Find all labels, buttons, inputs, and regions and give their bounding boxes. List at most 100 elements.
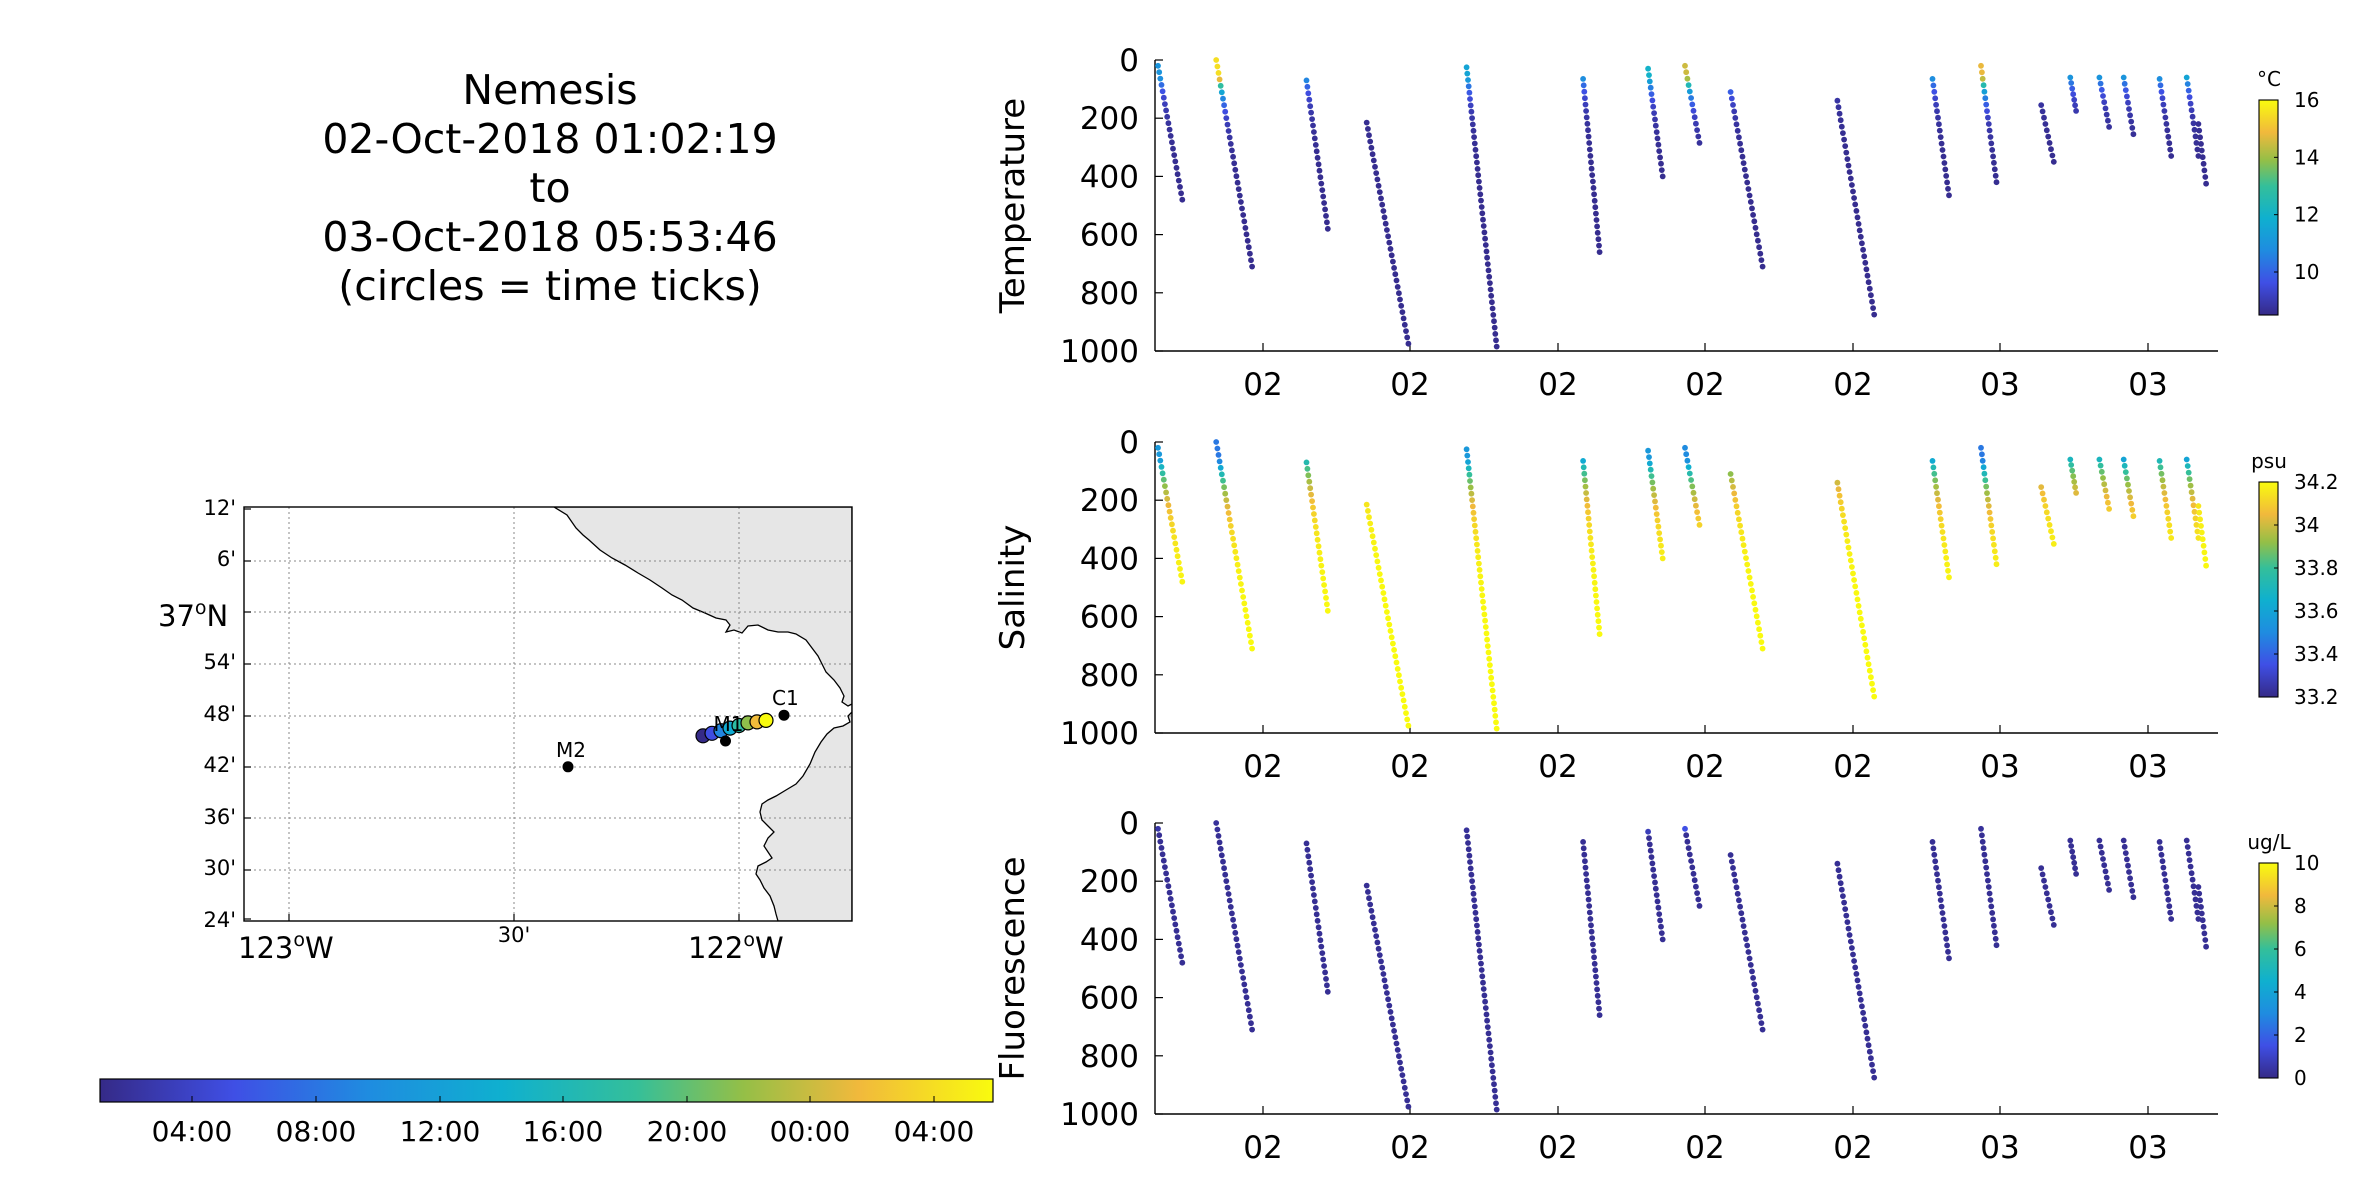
profile-point	[1157, 75, 1164, 82]
profile-point	[1217, 82, 1224, 89]
profile-point	[1307, 485, 1314, 492]
panel-x-tick-label: 02	[1243, 749, 1282, 785]
profile-point	[1993, 942, 2000, 949]
profile-point	[1226, 134, 1233, 141]
profile-point	[1987, 516, 1994, 522]
vehicle-track	[695, 712, 774, 744]
profile-point	[1175, 177, 1182, 184]
panel-colorbar-tick-label: 33.2	[2294, 685, 2339, 709]
profile-point	[1404, 1097, 1411, 1104]
profile-point	[1158, 464, 1165, 470]
profile-point	[2102, 487, 2109, 494]
profile-point	[1398, 302, 1405, 309]
profile-point	[1216, 76, 1223, 83]
profile-point	[1844, 156, 1851, 163]
profile-point	[1170, 908, 1176, 915]
profile-point	[1588, 922, 1594, 929]
profile-point	[1594, 611, 1601, 618]
profile-point	[1242, 225, 1249, 231]
profile-point	[1307, 103, 1314, 110]
profile-point	[1244, 1000, 1251, 1007]
profile-point	[1731, 108, 1738, 115]
profile-point	[1649, 479, 1656, 486]
profile-point	[2042, 884, 2049, 890]
profile-point	[2073, 490, 2080, 496]
profile-point	[2156, 76, 2163, 82]
profile-point	[1749, 205, 1755, 212]
profile-point	[1759, 1026, 1766, 1033]
profile-point	[1847, 938, 1854, 945]
time-colorbar-label: 16:00	[523, 1115, 604, 1148]
panel-y-tick-label: 1000	[1060, 1097, 1139, 1133]
profile-point	[1463, 827, 1470, 834]
panel-x-tick-label: 02	[1833, 1130, 1872, 1166]
profile-point	[1834, 97, 1841, 104]
profile-point	[1841, 518, 1847, 525]
profile-point	[1657, 917, 1663, 924]
profile-point	[1580, 464, 1587, 471]
profile-point	[2125, 862, 2131, 869]
profile-point	[2048, 146, 2054, 153]
profile-point	[1479, 973, 1486, 980]
profile-point	[1656, 148, 1663, 155]
profile-point	[1586, 146, 1593, 153]
panel-x-tick-label: 03	[2128, 749, 2167, 785]
profile-point	[1871, 693, 1878, 700]
profile-point	[1493, 725, 1500, 732]
panel-y-tick-label: 1000	[1060, 334, 1139, 370]
profile-point	[2130, 513, 2137, 520]
profile-point	[1845, 925, 1852, 932]
profile-point	[1842, 143, 1849, 150]
profile-point	[1314, 154, 1321, 161]
profile-point	[2050, 922, 2057, 928]
profile-point	[1658, 167, 1665, 174]
profile-point	[1238, 962, 1244, 968]
profile-point	[1169, 521, 1175, 528]
profile-point	[2048, 909, 2054, 916]
profile-point	[2120, 456, 2127, 463]
profile-point	[1593, 217, 1600, 223]
profile-point	[1322, 588, 1328, 595]
panel-x-tick-label: 02	[1390, 367, 1429, 403]
profile-point	[1245, 244, 1252, 251]
profile-point	[1658, 549, 1665, 555]
panel-colorbar-tick-label: 14	[2294, 145, 2319, 169]
profile-point	[1734, 127, 1741, 134]
profile-point	[1385, 233, 1391, 240]
profile-point	[2097, 843, 2104, 850]
profile-point	[1931, 470, 1938, 477]
profile-point	[1464, 452, 1471, 459]
profile-point	[2192, 133, 2199, 140]
profile-point	[1317, 937, 1324, 944]
profile-point	[1319, 950, 1326, 956]
panel-x-tick-label: 03	[1980, 1130, 2019, 1166]
profile-point	[1688, 95, 1694, 101]
panel-colorbar	[2258, 481, 2279, 698]
profile-point	[1156, 832, 1163, 839]
panel-y-tick-label: 0	[1119, 806, 1139, 842]
profile-point	[1155, 62, 1161, 69]
profile-point	[1324, 219, 1330, 226]
panel-colorbar-unit: °C	[2257, 67, 2281, 91]
profile-point	[1982, 858, 1989, 865]
profile-point	[2198, 147, 2205, 154]
profile-point	[1983, 483, 1990, 490]
profile-point	[1860, 628, 1866, 635]
panel-y-tick-label: 400	[1080, 541, 1139, 577]
panel-x-tick-label: 02	[1390, 749, 1429, 785]
profile-point	[1387, 1009, 1394, 1015]
profile-point	[2189, 876, 2196, 883]
profile-point	[1944, 179, 1950, 186]
profile-point	[1752, 606, 1759, 613]
profile-point	[1390, 258, 1396, 265]
profile-point	[2158, 88, 2165, 95]
profile-point	[1468, 871, 1475, 878]
profile-point	[1654, 135, 1661, 142]
profile-point	[1490, 1075, 1497, 1081]
profile-point	[1155, 825, 1161, 832]
profile-point	[1465, 840, 1471, 846]
profile-point	[1658, 542, 1664, 549]
profile-point	[1248, 257, 1254, 264]
profile-point	[1592, 967, 1599, 974]
profile-point	[1309, 879, 1315, 885]
